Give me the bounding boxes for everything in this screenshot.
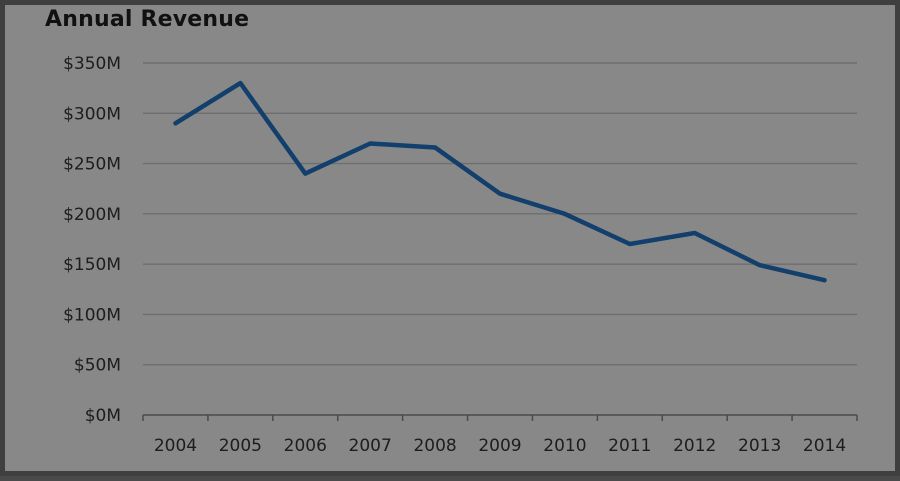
data-point-2014: [822, 278, 827, 283]
x-tick-label: 2012: [673, 436, 716, 456]
data-point-2008: [433, 145, 438, 150]
x-tick-label: 2009: [478, 436, 521, 456]
data-point-2012: [692, 230, 697, 235]
y-tick-label: $50M: [74, 356, 121, 376]
data-point-2011: [627, 242, 632, 247]
y-tick-label: $200M: [63, 205, 121, 225]
x-tick-label: 2010: [543, 436, 586, 456]
data-point-2004: [173, 121, 178, 126]
data-point-2009: [498, 191, 502, 196]
x-tick-label: 2004: [154, 436, 197, 456]
x-tick-label: 2013: [738, 436, 781, 456]
y-tick-label: $350M: [63, 54, 121, 74]
y-tick-label: $0M: [85, 406, 121, 426]
data-point-2010: [562, 211, 567, 216]
y-tick-label: $150M: [63, 255, 121, 275]
chart-title: Annual Revenue: [45, 7, 250, 32]
data-point-2006: [303, 171, 308, 176]
data-point-2013: [757, 263, 762, 268]
y-tick-label: $100M: [63, 305, 121, 325]
x-tick-label: 2014: [803, 436, 846, 456]
data-point-2005: [238, 81, 243, 86]
x-tick-label: 2008: [413, 436, 456, 456]
line-chart: $0M $50M $100M $150M $200M $250M $300M $350M 200…: [63, 54, 858, 456]
y-tick-label: $300M: [63, 104, 121, 124]
data-point-2007: [368, 141, 373, 146]
x-tick-label: 2006: [284, 436, 327, 456]
y-tick-label: $250M: [63, 155, 121, 175]
x-tick-label: 2011: [608, 436, 651, 456]
x-tick-label: 2007: [349, 436, 392, 456]
x-tick-label: 2005: [219, 436, 262, 456]
